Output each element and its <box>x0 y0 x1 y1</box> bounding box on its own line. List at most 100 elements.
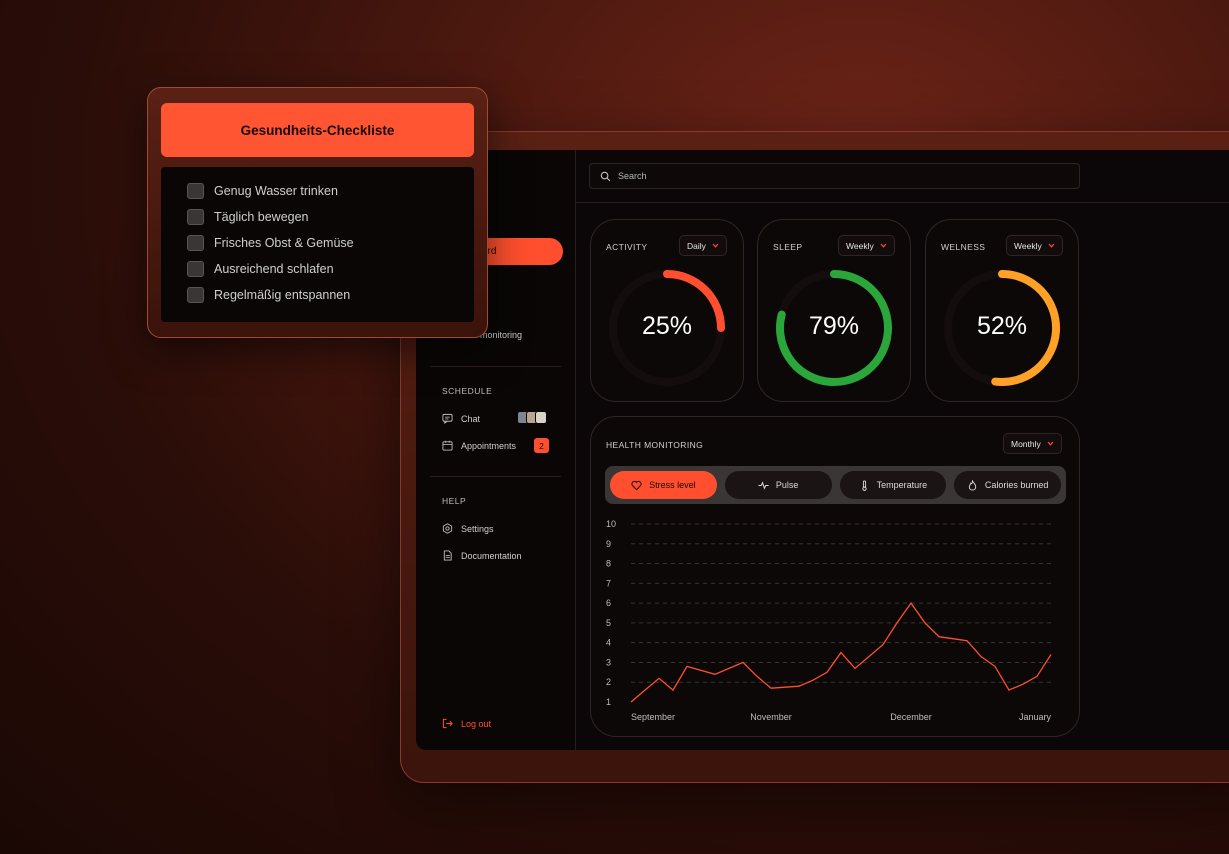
card-title: ACTIVITY <box>606 242 648 252</box>
checkbox[interactable] <box>187 261 204 277</box>
select-value: Weekly <box>1014 240 1042 251</box>
checklist-body: Genug Wasser trinken Täglich bewegen Fri… <box>161 167 474 322</box>
gauge-value: 52% <box>976 312 1028 340</box>
chat-avatars <box>517 411 547 424</box>
appointments-count-badge: 2 <box>534 438 549 453</box>
y-tick-label: 8 <box>606 559 611 569</box>
search-icon <box>600 171 611 181</box>
search-input[interactable]: Search <box>589 163 1080 189</box>
tab-stress-level[interactable]: Stress level <box>610 471 717 499</box>
chevron-down-icon <box>712 243 719 248</box>
gauge-progress-arc <box>776 270 892 386</box>
dashboard-screen: ard th monitoring SCHEDULE Chat Appointm… <box>416 150 1229 750</box>
checklist-item-label: Täglich bewegen <box>214 210 309 224</box>
health-monitoring-card: HEALTH MONITORING Monthly Stress level P… <box>590 416 1080 737</box>
gauge-value: 25% <box>641 312 693 340</box>
activity-period-select[interactable]: Daily <box>679 235 727 256</box>
checklist-item[interactable]: Regelmäßig entspannen <box>187 287 350 303</box>
y-tick-label: 2 <box>606 677 611 687</box>
y-tick-label: 4 <box>606 638 611 648</box>
chevron-down-icon <box>1048 243 1055 248</box>
y-tick-label: 5 <box>606 618 611 628</box>
top-bar: Search <box>576 150 1229 203</box>
sidebar-item-chat[interactable]: Chat <box>442 413 480 424</box>
health-checklist-card: Gesundheits-Checkliste Genug Wasser trin… <box>147 87 488 338</box>
checklist-title: Gesundheits-Checkliste <box>161 103 474 157</box>
y-tick-label: 6 <box>606 598 611 608</box>
checklist-item[interactable]: Frisches Obst & Gemüse <box>187 235 354 251</box>
x-tick-label: November <box>750 712 792 722</box>
metric-tabs: Stress level Pulse Temperature Calories … <box>605 466 1066 504</box>
checklist-item[interactable]: Ausreichend schlafen <box>187 261 334 277</box>
flame-icon <box>968 479 977 490</box>
heart-icon <box>631 480 642 490</box>
pulse-icon <box>758 480 769 490</box>
sidebar-item-label: Chat <box>461 413 481 424</box>
sidebar-item-documentation[interactable]: Documentation <box>442 550 522 561</box>
x-tick-label: December <box>890 712 932 722</box>
stress-level-chart: 1 2 3 4 5 6 7 8 9 10 September November December Janu… <box>606 519 1052 722</box>
welness-card: WELNESS Weekly 52% <box>925 219 1079 402</box>
health-period-select[interactable]: Monthly <box>1003 433 1062 454</box>
checklist-item-label: Genug Wasser trinken <box>214 184 338 198</box>
thermometer-icon <box>862 479 867 491</box>
activity-gauge <box>609 270 725 386</box>
sidebar-item-appointments[interactable]: Appointments <box>442 440 516 451</box>
stress-level-line <box>630 601 1052 703</box>
sidebar-item-label: Appointments <box>461 440 517 451</box>
sidebar-item-label: Settings <box>461 523 494 534</box>
tab-label: Calories burned <box>984 480 1049 490</box>
tab-calories-burned[interactable]: Calories burned <box>954 471 1061 499</box>
checkbox[interactable] <box>187 183 204 199</box>
sleep-card: SLEEP Weekly 79% <box>757 219 911 402</box>
tab-label: Stress level <box>649 480 696 490</box>
sidebar-item-label: Documentation <box>461 550 522 561</box>
sidebar-item-label: th monitoring <box>470 330 523 340</box>
checkbox[interactable] <box>187 235 204 251</box>
gauge-progress-arc <box>663 270 725 332</box>
checklist-item[interactable]: Täglich bewegen <box>187 209 309 225</box>
sidebar-item-settings[interactable]: Settings <box>442 523 494 534</box>
gauge-progress-arc <box>991 270 1061 386</box>
checklist-item-label: Frisches Obst & Gemüse <box>214 236 354 250</box>
checklist-item-label: Ausreichend schlafen <box>214 262 334 276</box>
checklist-item-label: Regelmäßig entspannen <box>214 288 351 302</box>
settings-icon <box>442 523 453 534</box>
chevron-down-icon <box>880 243 887 248</box>
x-tick-label: January <box>1019 712 1052 722</box>
welness-gauge <box>944 270 1061 386</box>
x-tick-label: September <box>631 712 675 722</box>
tab-label: Pulse <box>775 480 799 490</box>
divider <box>430 476 561 477</box>
card-title: SLEEP <box>773 242 803 252</box>
logout-button[interactable]: Log out <box>442 718 491 729</box>
help-heading: HELP <box>442 496 467 506</box>
tab-pulse[interactable]: Pulse <box>724 471 832 499</box>
checkbox[interactable] <box>187 209 204 225</box>
sidebar-item-health-monitoring[interactable]: th monitoring <box>470 330 522 340</box>
welness-period-select[interactable]: Weekly <box>1006 235 1063 256</box>
avatar <box>535 411 547 424</box>
search-placeholder: Search <box>618 171 647 181</box>
chevron-down-icon <box>1047 441 1054 446</box>
sleep-gauge <box>776 270 892 386</box>
card-title: WELNESS <box>941 242 986 252</box>
y-tick-label: 3 <box>606 657 611 667</box>
checkbox[interactable] <box>187 287 204 303</box>
document-icon <box>443 550 452 561</box>
sleep-period-select[interactable]: Weekly <box>838 235 895 256</box>
card-title: HEALTH MONITORING <box>606 440 704 450</box>
y-tick-label: 7 <box>606 578 611 588</box>
sidebar-item-label: ard <box>482 246 497 257</box>
tab-label: Temperature <box>876 480 928 490</box>
select-value: Monthly <box>1011 438 1041 449</box>
y-tick-label: 1 <box>606 697 611 707</box>
calendar-icon <box>442 440 453 451</box>
schedule-heading: SCHEDULE <box>442 386 493 396</box>
logout-icon <box>442 718 453 729</box>
checklist-item[interactable]: Genug Wasser trinken <box>187 183 338 199</box>
select-value: Weekly <box>846 240 874 251</box>
logout-label: Log out <box>461 718 492 729</box>
select-value: Daily <box>687 240 706 251</box>
tab-temperature[interactable]: Temperature <box>839 471 947 499</box>
